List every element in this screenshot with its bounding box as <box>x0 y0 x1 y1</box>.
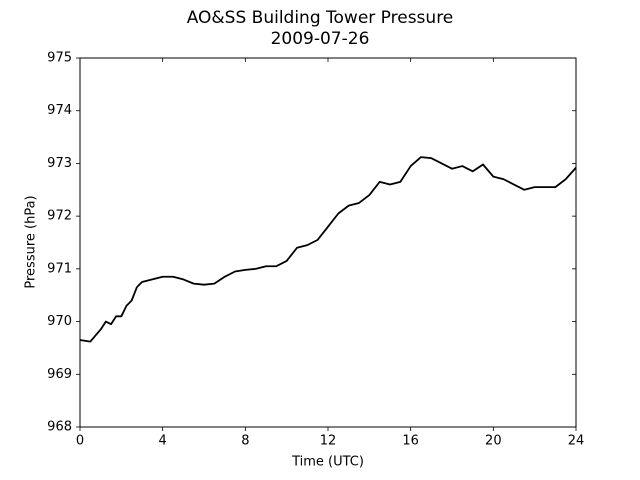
chart-subtitle: 2009-07-26 <box>271 29 370 49</box>
chart-title: AO&SS Building Tower Pressure <box>187 8 454 28</box>
y-tick-label: 968 <box>47 420 72 435</box>
y-tick-label: 972 <box>47 209 72 224</box>
y-tick-label: 974 <box>47 103 72 118</box>
y-tick-label: 971 <box>47 261 72 276</box>
x-tick-label: 8 <box>241 434 249 449</box>
y-axis-label: Pressure (hPa) <box>24 195 39 288</box>
data-line <box>79 156 577 343</box>
y-tick-label: 973 <box>47 156 72 171</box>
y-tick-label: 969 <box>47 367 72 382</box>
x-axis-label: Time (UTC) <box>291 455 364 470</box>
x-tick-label: 12 <box>320 434 337 449</box>
plot-frame <box>79 57 577 428</box>
x-tick-label: 16 <box>402 434 419 449</box>
y-tick-label: 970 <box>47 314 72 329</box>
y-tick-label: 975 <box>47 51 72 66</box>
x-tick-label: 20 <box>485 434 502 449</box>
x-tick-label: 4 <box>159 434 167 449</box>
x-tick-label: 0 <box>76 434 84 449</box>
x-tick-label: 24 <box>568 434 585 449</box>
